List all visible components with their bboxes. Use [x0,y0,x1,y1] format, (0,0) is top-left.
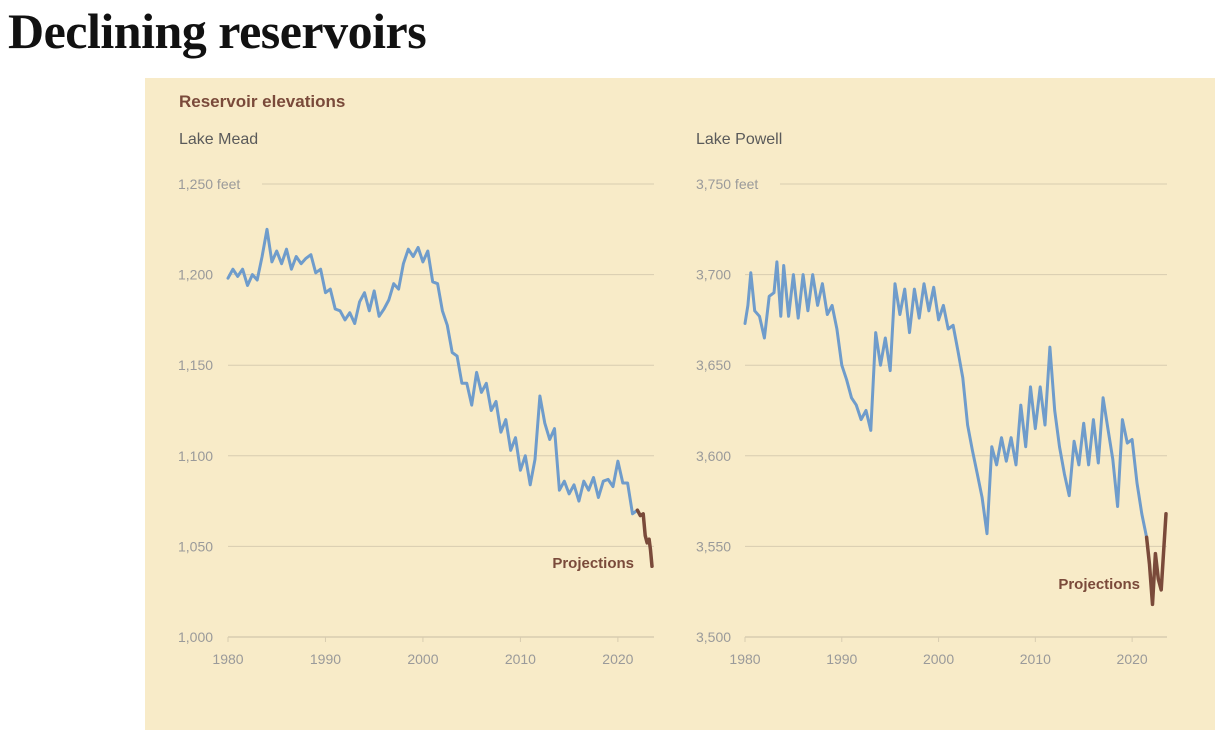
mead-y-tick-label: 1,000 [178,629,213,645]
chart-panel [145,78,1215,730]
mead-y-tick-label: 1,250 feet [178,176,240,192]
powell-x-tick-label: 2000 [923,651,954,667]
mead-x-tick-label: 1990 [310,651,341,667]
powell-y-tick-label: 3,550 [696,538,731,554]
mead-y-tick-label: 1,200 [178,267,213,283]
mead-y-tick-label: 1,100 [178,448,213,464]
powell-y-tick-label: 3,600 [696,448,731,464]
mead-y-tick-label: 1,150 [178,357,213,373]
mead-projection-line [635,508,654,569]
mead-x-tick-label: 2000 [407,651,438,667]
panel-title: Reservoir elevations [179,92,346,111]
mead-x-tick-label: 2020 [602,651,633,667]
mead-x-tick-label: 1980 [212,651,243,667]
powell-x-tick-label: 2020 [1117,651,1148,667]
powell-observed-line [743,260,1149,539]
mead-projections-label: Projections [552,555,634,572]
powell-subtitle: Lake Powell [696,131,782,148]
powell-x-tick-label: 1980 [729,651,760,667]
powell-y-tick-label: 3,650 [696,357,731,373]
mead-y-tick-label: 1,050 [178,538,213,554]
mead-observed-line [226,227,639,516]
powell-projections-label: Projections [1058,576,1140,593]
powell-x-tick-label: 2010 [1020,651,1051,667]
powell-y-tick-label: 3,500 [696,629,731,645]
powell-x-tick-label: 1990 [826,651,857,667]
powell-y-tick-label: 3,700 [696,267,731,283]
slide-title: Declining reservoirs [8,3,427,59]
mead-subtitle: Lake Mead [179,131,258,148]
powell-projection-line [1144,512,1168,607]
mead-x-tick-label: 2010 [505,651,536,667]
powell-y-tick-label: 3,750 feet [696,176,758,192]
